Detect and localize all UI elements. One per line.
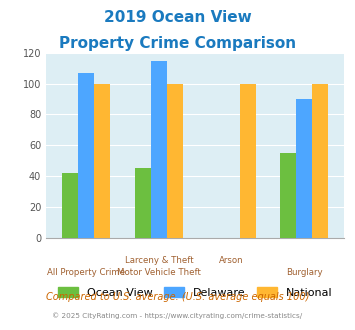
Bar bbox=[280, 153, 296, 238]
Bar bbox=[240, 83, 256, 238]
Bar bbox=[312, 83, 328, 238]
Text: 2019 Ocean View: 2019 Ocean View bbox=[104, 10, 251, 25]
Legend: Ocean View, Delaware, National: Ocean View, Delaware, National bbox=[54, 282, 337, 302]
Text: Arson: Arson bbox=[219, 256, 244, 265]
Text: Burglary: Burglary bbox=[286, 268, 323, 277]
Text: © 2025 CityRating.com - https://www.cityrating.com/crime-statistics/: © 2025 CityRating.com - https://www.city… bbox=[53, 312, 302, 318]
Bar bbox=[135, 168, 151, 238]
Bar bbox=[62, 173, 78, 238]
Bar bbox=[296, 99, 312, 238]
Bar bbox=[151, 60, 167, 238]
Text: Compared to U.S. average. (U.S. average equals 100): Compared to U.S. average. (U.S. average … bbox=[46, 292, 309, 302]
Text: Motor Vehicle Theft: Motor Vehicle Theft bbox=[117, 268, 201, 277]
Bar bbox=[167, 83, 183, 238]
Bar bbox=[78, 73, 94, 238]
Text: All Property Crime: All Property Crime bbox=[47, 268, 125, 277]
Text: Larceny & Theft: Larceny & Theft bbox=[125, 256, 193, 265]
Bar bbox=[94, 83, 110, 238]
Text: Property Crime Comparison: Property Crime Comparison bbox=[59, 36, 296, 51]
